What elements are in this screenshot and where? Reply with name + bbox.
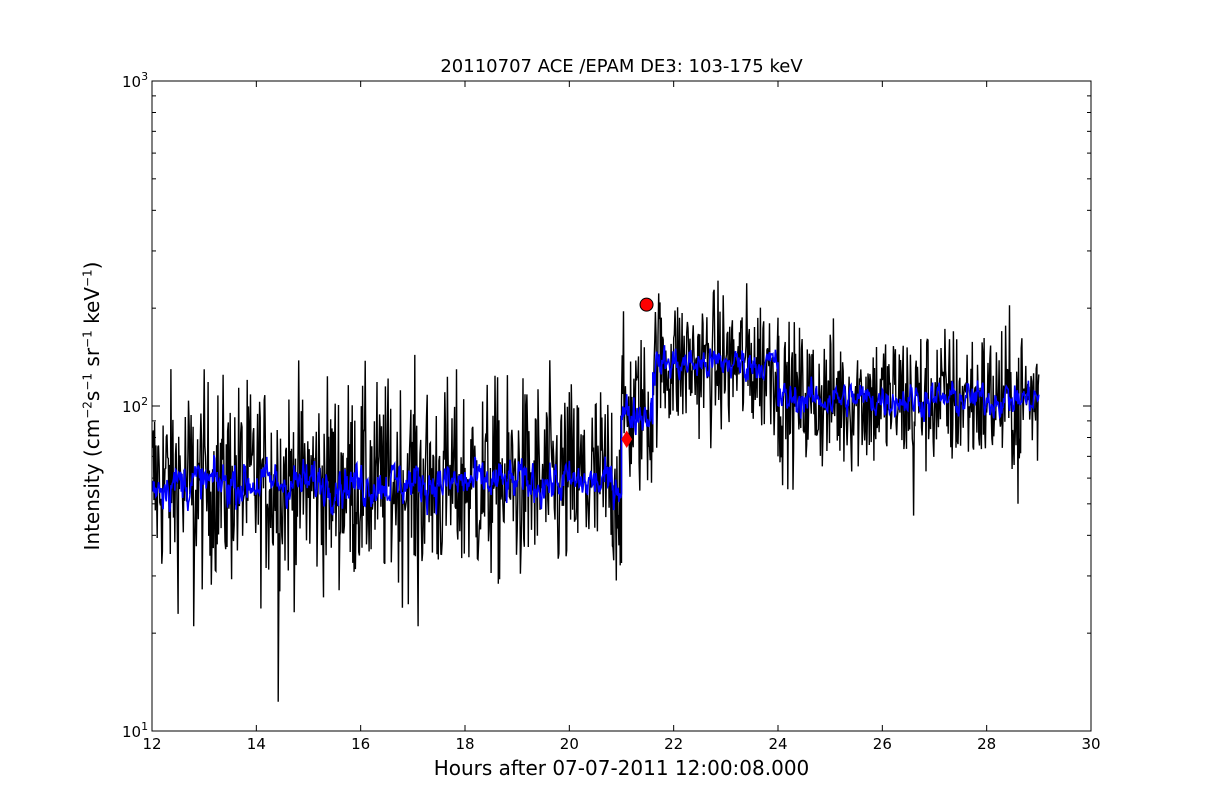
y-axis-label: Intensity (cm−2s−1 sr−1 keV−1) bbox=[80, 262, 104, 551]
x-tick-label: 20 bbox=[560, 735, 579, 753]
x-tick-label: 14 bbox=[247, 735, 266, 753]
x-tick-label: 16 bbox=[351, 735, 370, 753]
y-tick-label: 103 bbox=[122, 70, 148, 91]
y-axis-label-exp1: −2 bbox=[80, 401, 95, 419]
x-tick-label: 28 bbox=[977, 735, 996, 753]
chart-title: 20110707 ACE /EPAM DE3: 103-175 keV bbox=[440, 56, 803, 77]
x-tick-label: 30 bbox=[1081, 735, 1100, 753]
y-axis-label-part2: s bbox=[80, 390, 104, 402]
x-tick-label: 18 bbox=[455, 735, 474, 753]
series-0-line bbox=[152, 280, 1040, 702]
series-1-line bbox=[152, 345, 1040, 516]
y-axis-label-exp2: −1 bbox=[80, 372, 95, 391]
y-axis-label-suffix: ) bbox=[80, 261, 104, 270]
y-axis-label-prefix: Intensity (cm bbox=[80, 418, 104, 551]
y-tick-label: 102 bbox=[122, 395, 148, 416]
y-axis-label-part3: sr bbox=[80, 347, 104, 367]
x-tick-label: 12 bbox=[142, 735, 161, 753]
y-axis-label-part4: keV bbox=[80, 287, 104, 324]
y-tick-label: 101 bbox=[122, 720, 148, 741]
x-tick-label: 24 bbox=[768, 735, 787, 753]
x-tick-label: 22 bbox=[664, 735, 683, 753]
y-axis-label-exp3: −1 bbox=[80, 330, 95, 348]
marker-diamond-1 bbox=[621, 430, 633, 449]
x-axis-label: Hours after 07-07-2011 12:00:08.000 bbox=[433, 756, 810, 780]
y-axis-label-exp4: −1 bbox=[80, 269, 95, 288]
marker-circle-0 bbox=[639, 297, 654, 312]
x-tick-label: 26 bbox=[873, 735, 892, 753]
